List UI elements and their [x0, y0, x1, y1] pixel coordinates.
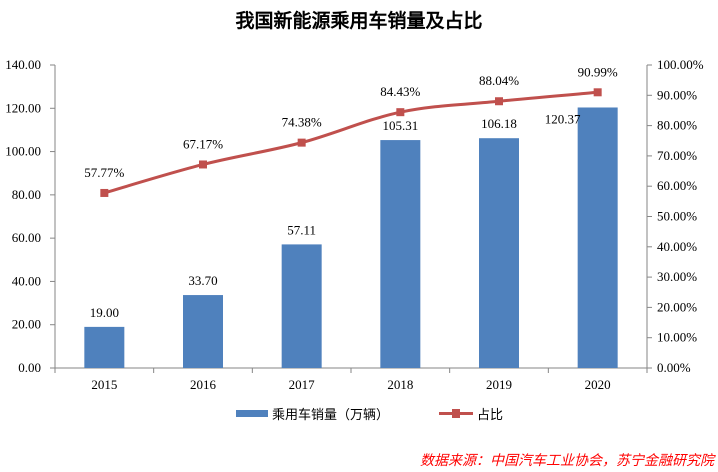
- y-left-tick-label: 100.00: [5, 144, 41, 159]
- line-marker: [199, 160, 207, 169]
- line-marker: [396, 108, 405, 117]
- y-right-tick-label: 30.00%: [657, 269, 697, 284]
- x-tick-label: 2016: [190, 377, 217, 392]
- source-note: 数据来源：中国汽车工业协会，苏宁金融研究院: [420, 453, 714, 469]
- bar: [281, 244, 322, 368]
- bar-data-label: 19.00: [90, 305, 119, 320]
- line-marker: [495, 97, 503, 106]
- y-right-tick-label: 70.00%: [657, 148, 697, 163]
- bar: [183, 295, 223, 368]
- line-series: [103, 90, 598, 195]
- bar: [84, 326, 125, 368]
- line-data-label: 88.04%: [479, 73, 519, 88]
- legend-bar-label: 乘用车销量（万辆）: [272, 408, 390, 423]
- y-right-tick-label: 20.00%: [657, 299, 697, 314]
- y-right-tick-label: 80.00%: [657, 118, 697, 133]
- y-left-tick-label: 120.00: [5, 100, 41, 115]
- bar-data-label: 105.31: [382, 118, 418, 133]
- bar: [380, 140, 421, 368]
- y-right-tick-label: 90.00%: [657, 87, 697, 102]
- y-left-tick-label: 60.00: [12, 230, 41, 245]
- line-marker: [297, 138, 306, 147]
- x-tick-label: 2017: [289, 377, 316, 392]
- line-data-label: 74.38%: [282, 115, 322, 130]
- bar-data-label: 57.11: [287, 222, 316, 237]
- y-left-tick-label: 140.00: [5, 57, 41, 72]
- line-data-label: 90.99%: [578, 64, 618, 79]
- legend-line-label: 占比: [477, 408, 504, 423]
- chart-title: 我国新能源乘用车销量及占比: [235, 10, 483, 32]
- y-left-tick-label: 0.00: [18, 360, 41, 375]
- y-left-tick-label: 40.00: [12, 273, 41, 288]
- y-right-tick-label: 40.00%: [657, 239, 697, 254]
- legend: 乘用车销量（万辆） 占比: [236, 404, 503, 423]
- legend-bar-swatch: [236, 410, 268, 417]
- y-right-tick-label: 10.00%: [657, 330, 697, 345]
- line-data-label: 57.77%: [84, 165, 124, 180]
- y-right-tick-label: 0.00%: [657, 360, 691, 375]
- line-data-label: 67.17%: [183, 136, 223, 151]
- x-tick-label: 2020: [585, 377, 611, 392]
- x-tick-label: 2015: [91, 377, 117, 392]
- bar-data-label: 106.18: [481, 116, 517, 131]
- x-tick-label: 2018: [387, 377, 413, 392]
- y-left-tick-label: 20.00: [12, 317, 41, 332]
- line-data-label: 84.43%: [380, 84, 420, 99]
- bar-data-label: 33.70: [188, 273, 217, 288]
- bar: [479, 138, 519, 368]
- bar-data-label: 120.37: [545, 111, 581, 126]
- y-right-tick-label: 100.00%: [657, 57, 704, 72]
- bar: [577, 107, 618, 369]
- y-left-tick-label: 80.00: [12, 187, 41, 202]
- y-right-tick-label: 60.00%: [657, 178, 697, 193]
- y-right-tick-label: 50.00%: [657, 209, 697, 224]
- line-marker: [593, 88, 602, 97]
- line-marker: [100, 188, 109, 197]
- x-tick-label: 2019: [486, 377, 512, 392]
- legend-line-swatch: [439, 409, 474, 418]
